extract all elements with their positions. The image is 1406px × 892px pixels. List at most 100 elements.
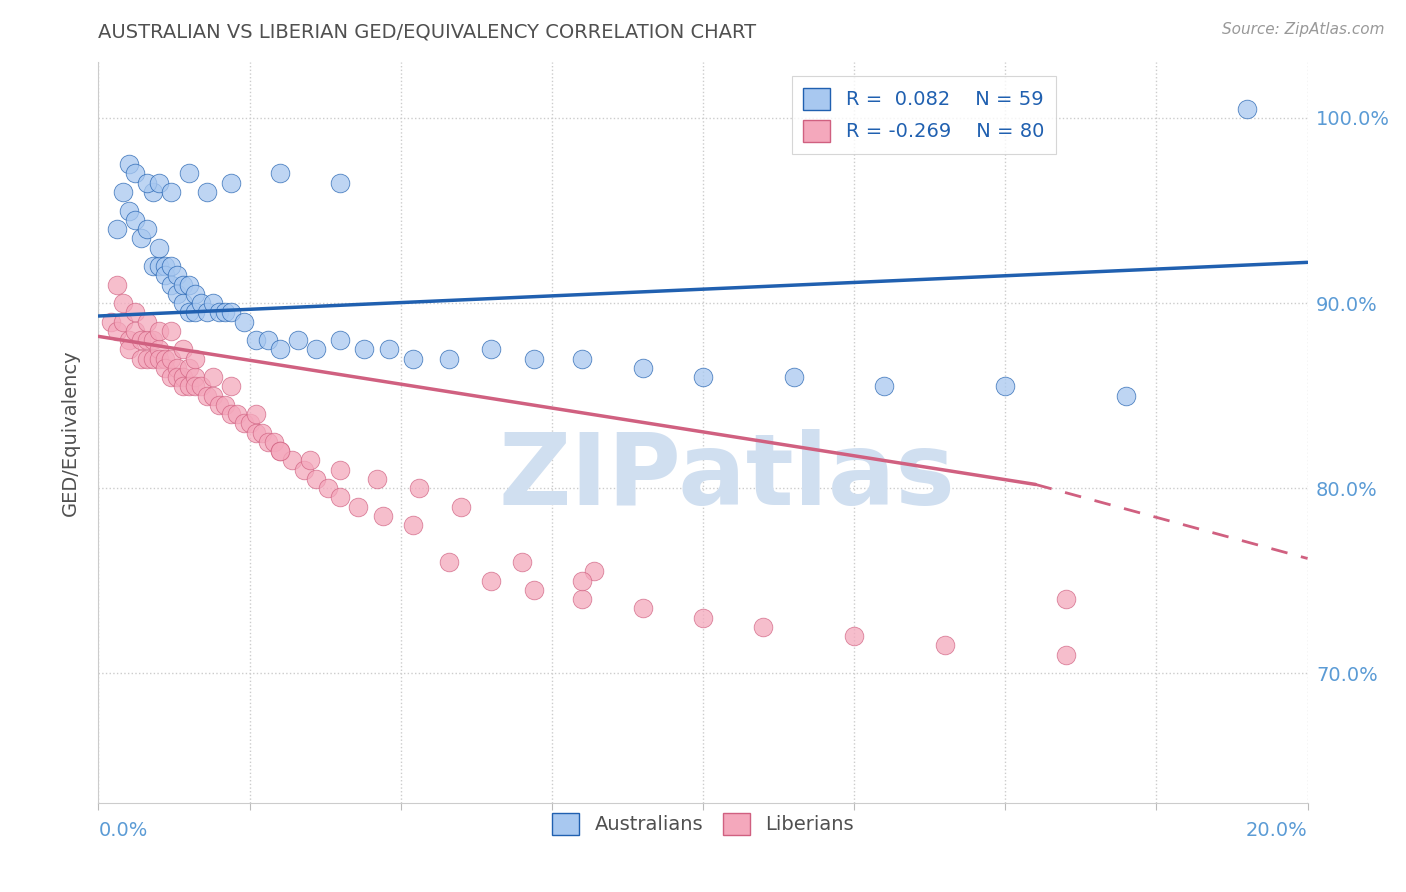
Point <box>160 351 183 366</box>
Point <box>329 462 352 476</box>
Point <box>172 379 194 393</box>
Point <box>523 582 546 597</box>
Point <box>166 268 188 283</box>
Point <box>583 565 606 579</box>
Point <box>287 333 309 347</box>
Point <box>184 351 207 366</box>
Point <box>402 351 425 366</box>
Point <box>353 343 375 357</box>
Point <box>166 370 188 384</box>
Point <box>437 555 460 569</box>
Point <box>111 296 134 310</box>
Point <box>269 343 291 357</box>
Point <box>239 417 262 431</box>
Text: Source: ZipAtlas.com: Source: ZipAtlas.com <box>1222 22 1385 37</box>
Point <box>245 425 267 440</box>
Point <box>148 324 170 338</box>
Point <box>1054 592 1077 607</box>
Point <box>135 333 157 347</box>
Point <box>105 324 128 338</box>
Point <box>142 259 165 273</box>
Point <box>783 370 806 384</box>
Point <box>184 370 207 384</box>
Text: ZIPatlas: ZIPatlas <box>499 428 956 525</box>
Point <box>250 425 273 440</box>
Point <box>160 259 183 273</box>
Point <box>160 277 183 292</box>
Point <box>202 370 225 384</box>
Point <box>299 453 322 467</box>
Point <box>844 629 866 643</box>
Point <box>172 296 194 310</box>
Point <box>752 620 775 634</box>
Point <box>105 277 128 292</box>
Point <box>631 360 654 375</box>
Point <box>153 360 176 375</box>
Point <box>692 611 714 625</box>
Point <box>142 351 165 366</box>
Point <box>934 639 956 653</box>
Point <box>232 417 254 431</box>
Point <box>160 370 183 384</box>
Point <box>329 491 352 505</box>
Text: 0.0%: 0.0% <box>98 822 148 840</box>
Point <box>111 314 134 328</box>
Point <box>153 268 176 283</box>
Point <box>408 481 430 495</box>
Point <box>316 481 339 495</box>
Point <box>1115 388 1137 402</box>
Point <box>118 157 141 171</box>
Point <box>692 370 714 384</box>
Point <box>172 277 194 292</box>
Point <box>153 259 176 273</box>
Point <box>195 185 218 199</box>
Point <box>129 231 152 245</box>
Point <box>214 398 236 412</box>
Point <box>305 343 328 357</box>
Point <box>135 222 157 236</box>
Point <box>184 286 207 301</box>
Point <box>195 388 218 402</box>
Point <box>135 314 157 328</box>
Point <box>1236 102 1258 116</box>
Point <box>221 176 243 190</box>
Point <box>202 388 225 402</box>
Point <box>256 434 278 449</box>
Point <box>232 314 254 328</box>
Point <box>179 360 201 375</box>
Point <box>166 286 188 301</box>
Point <box>208 398 231 412</box>
Point <box>124 212 146 227</box>
Point <box>208 305 231 319</box>
Point <box>195 305 218 319</box>
Point <box>269 444 291 458</box>
Point <box>481 343 503 357</box>
Point <box>371 508 394 523</box>
Point <box>245 407 267 421</box>
Point <box>292 462 315 476</box>
Point <box>329 176 352 190</box>
Point <box>129 351 152 366</box>
Point <box>118 333 141 347</box>
Point <box>221 379 243 393</box>
Point <box>377 343 399 357</box>
Point <box>329 333 352 347</box>
Point <box>571 592 593 607</box>
Point <box>245 333 267 347</box>
Point <box>202 296 225 310</box>
Point <box>256 333 278 347</box>
Point <box>124 305 146 319</box>
Point <box>172 370 194 384</box>
Point <box>135 176 157 190</box>
Point <box>226 407 249 421</box>
Point <box>269 166 291 180</box>
Point <box>523 351 546 366</box>
Point <box>481 574 503 588</box>
Point <box>571 351 593 366</box>
Point <box>160 185 183 199</box>
Point <box>184 305 207 319</box>
Point <box>571 574 593 588</box>
Point <box>347 500 370 514</box>
Point <box>129 333 152 347</box>
Y-axis label: GED/Equivalency: GED/Equivalency <box>60 350 80 516</box>
